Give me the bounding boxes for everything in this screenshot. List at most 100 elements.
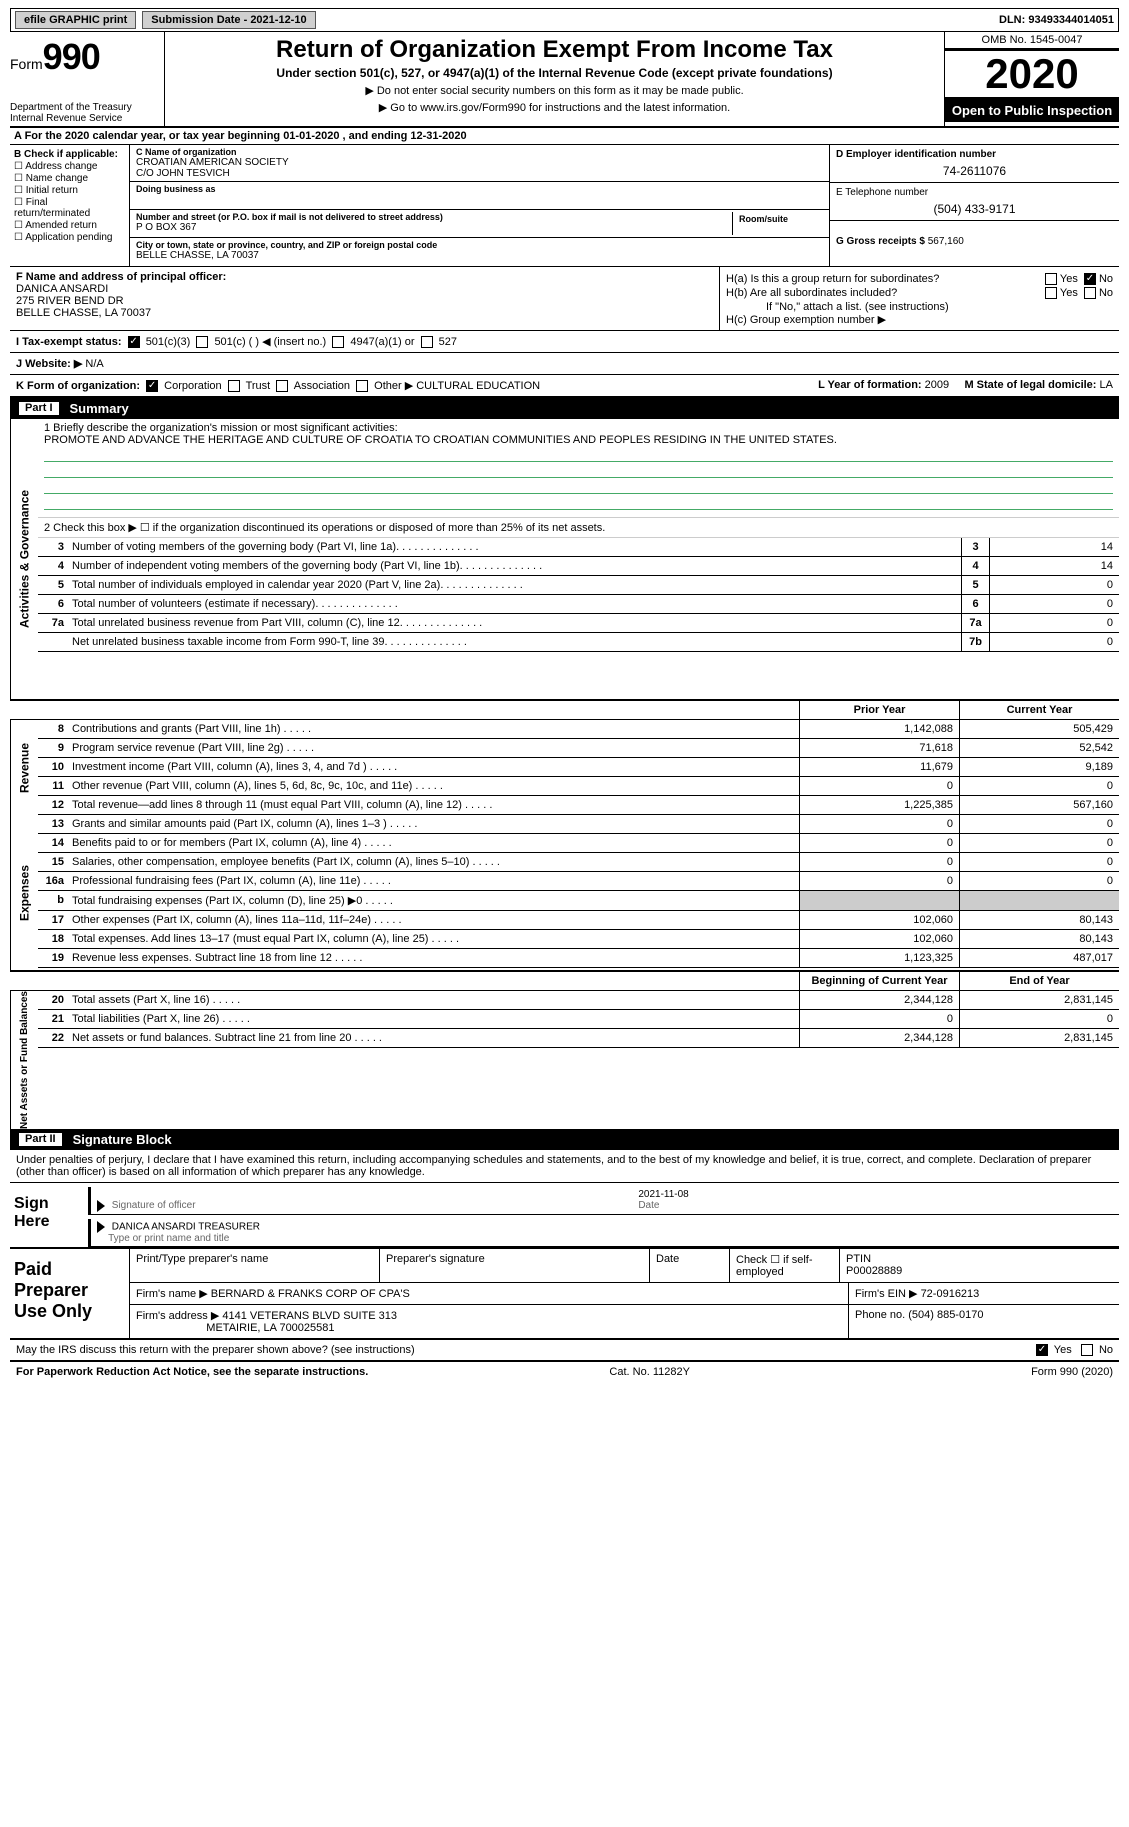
efile-print-button[interactable]: efile GRAPHIC print — [15, 11, 136, 29]
row-i: I Tax-exempt status: ✓ 501(c)(3) 501(c) … — [10, 331, 1119, 353]
fin-row: 22 Net assets or fund balances. Subtract… — [38, 1029, 1119, 1048]
firm-phone: (504) 885-0170 — [908, 1309, 983, 1321]
k-assoc[interactable] — [276, 380, 288, 392]
col-deg: D Employer identification number 74-2611… — [829, 145, 1119, 266]
firm-addr2: METAIRIE, LA 700025581 — [206, 1322, 334, 1334]
form-note-1: ▶ Do not enter social security numbers o… — [173, 84, 936, 97]
org-name-row: C Name of organization CROATIAN AMERICAN… — [130, 145, 829, 182]
i-501c[interactable] — [196, 336, 208, 348]
i-501c3[interactable]: ✓ — [128, 336, 140, 348]
officer-sig-line: Signature of officer 2021-11-08Date — [88, 1187, 1119, 1214]
section-d: D Employer identification number 74-2611… — [830, 145, 1119, 183]
sig-date: 2021-11-08 — [638, 1189, 688, 1200]
officer-addr2: BELLE CHASSE, LA 70037 — [16, 307, 151, 319]
officer-name-line: DANICA ANSARDI TREASURER Type or print n… — [88, 1219, 1119, 1247]
firm-name: BERNARD & FRANKS CORP OF CPA'S — [211, 1288, 410, 1300]
part1-rev: Revenue 8 Contributions and grants (Part… — [10, 720, 1119, 815]
sign-here-label: Sign Here — [10, 1183, 80, 1246]
may-irs-yes[interactable]: ✓ — [1036, 1344, 1048, 1356]
fin-row: 11 Other revenue (Part VIII, column (A),… — [38, 777, 1119, 796]
footer-formref: Form 990 (2020) — [1031, 1366, 1113, 1378]
ha-yes[interactable] — [1045, 273, 1057, 285]
k-other-text: CULTURAL EDUCATION — [416, 380, 540, 392]
hb-note: If "No," attach a list. (see instruction… — [726, 301, 1113, 313]
dln-label: DLN: 93493344014051 — [999, 14, 1114, 26]
gov-row: 3 Number of voting members of the govern… — [38, 538, 1119, 557]
cb-application-pending[interactable]: ☐ Application pending — [14, 232, 125, 243]
firm-ein: 72-0916213 — [921, 1288, 980, 1300]
section-c: C Name of organization CROATIAN AMERICAN… — [130, 145, 829, 266]
omb-number: OMB No. 1545-0047 — [945, 32, 1119, 49]
gov-row: 5 Total number of individuals employed i… — [38, 576, 1119, 595]
row-k: K Form of organization: ✓ Corporation Tr… — [10, 375, 1119, 398]
preparer-name-hdr: Print/Type preparer's name — [130, 1249, 380, 1282]
sidetab-expenses: Expenses — [10, 815, 38, 970]
fin-row: 18 Total expenses. Add lines 13–17 (must… — [38, 930, 1119, 949]
may-irs-no[interactable] — [1081, 1344, 1093, 1356]
cb-address-change[interactable]: ☐ Address change — [14, 161, 125, 172]
paid-preparer-label: Paid Preparer Use Only — [10, 1249, 130, 1338]
website-value: N/A — [85, 358, 103, 370]
footer-left: For Paperwork Reduction Act Notice, see … — [16, 1366, 368, 1378]
submission-date-button[interactable]: Submission Date - 2021-12-10 — [142, 11, 315, 29]
fin-row: 8 Contributions and grants (Part VIII, l… — [38, 720, 1119, 739]
header-right: OMB No. 1545-0047 2020 Open to Public In… — [944, 32, 1119, 126]
footer-catno: Cat. No. 11282Y — [609, 1366, 690, 1378]
cb-final-return[interactable]: ☐ Final return/terminated — [14, 197, 125, 219]
officer-name: DANICA ANSARDI — [16, 283, 108, 295]
form-word: Form — [10, 56, 43, 72]
section-b: B Check if applicable: ☐ Address change … — [10, 145, 130, 266]
mission-text: PROMOTE AND ADVANCE THE HERITAGE AND CUL… — [44, 434, 837, 446]
section-g: G Gross receipts $ 567,160 — [830, 221, 1119, 253]
fin-row: 13 Grants and similar amounts paid (Part… — [38, 815, 1119, 834]
cb-amended-return[interactable]: ☐ Amended return — [14, 220, 125, 231]
header-left: Form990 Department of the Treasury Inter… — [10, 32, 165, 126]
officer-typed-name: DANICA ANSARDI TREASURER — [112, 1221, 260, 1232]
arrow-icon — [97, 1221, 105, 1233]
self-employed-check[interactable]: Check ☐ if self-employed — [730, 1249, 840, 1282]
i-4947[interactable] — [332, 336, 344, 348]
fin-row: 9 Program service revenue (Part VIII, li… — [38, 739, 1119, 758]
top-toolbar: efile GRAPHIC print Submission Date - 20… — [10, 8, 1119, 32]
preparer-date-hdr: Date — [650, 1249, 730, 1282]
org-co: C/O JOHN TESVICH — [136, 168, 823, 179]
fin-row: 21 Total liabilities (Part X, line 26) .… — [38, 1010, 1119, 1029]
fin-header-priorcurrent: Prior YearCurrent Year — [10, 699, 1119, 720]
form-number: 990 — [43, 36, 100, 77]
open-to-public: Open to Public Inspection — [945, 99, 1119, 122]
arrow-icon — [97, 1200, 105, 1212]
header-mid: Return of Organization Exempt From Incom… — [165, 32, 944, 126]
part1-nab: Net Assets or Fund Balances 20 Total ass… — [10, 991, 1119, 1129]
form-header: Form990 Department of the Treasury Inter… — [10, 32, 1119, 128]
fin-row: 17 Other expenses (Part IX, column (A), … — [38, 911, 1119, 930]
gross-receipts-value: 567,160 — [928, 236, 964, 247]
section-e: E Telephone number (504) 433-9171 — [830, 183, 1119, 221]
form-subtitle: Under section 501(c), 527, or 4947(a)(1)… — [173, 66, 936, 80]
city-row: City or town, state or province, country… — [130, 238, 829, 266]
cb-name-change[interactable]: ☐ Name change — [14, 173, 125, 184]
ha-no[interactable]: ✓ — [1084, 273, 1096, 285]
k-trust[interactable] — [228, 380, 240, 392]
gov-row: 6 Total number of volunteers (estimate i… — [38, 595, 1119, 614]
section-fh: F Name and address of principal officer:… — [10, 267, 1119, 331]
section-b-heading: B Check if applicable: — [14, 149, 118, 160]
street-row: Number and street (or P.O. box if mail i… — [130, 210, 829, 238]
officer-addr1: 275 RIVER BEND DR — [16, 295, 124, 307]
k-corp[interactable]: ✓ — [146, 380, 158, 392]
part1-ag: Activities & Governance 1 Briefly descri… — [10, 419, 1119, 699]
street-value: P O BOX 367 — [136, 222, 732, 233]
page-footer: For Paperwork Reduction Act Notice, see … — [10, 1362, 1119, 1382]
cb-initial-return[interactable]: ☐ Initial return — [14, 185, 125, 196]
city-value: BELLE CHASSE, LA 70037 — [136, 250, 823, 261]
ein-value: 74-2611076 — [836, 164, 1113, 178]
i-527[interactable] — [421, 336, 433, 348]
fin-row: 10 Investment income (Part VIII, column … — [38, 758, 1119, 777]
gov-row: 4 Number of independent voting members o… — [38, 557, 1119, 576]
fin-row: 12 Total revenue—add lines 8 through 11 … — [38, 796, 1119, 815]
hb-yes[interactable] — [1045, 287, 1057, 299]
gov-row: Net unrelated business taxable income fr… — [38, 633, 1119, 652]
k-other[interactable] — [356, 380, 368, 392]
hb-no[interactable] — [1084, 287, 1096, 299]
preparer-sig-hdr: Preparer's signature — [380, 1249, 650, 1282]
org-name: CROATIAN AMERICAN SOCIETY — [136, 157, 823, 168]
